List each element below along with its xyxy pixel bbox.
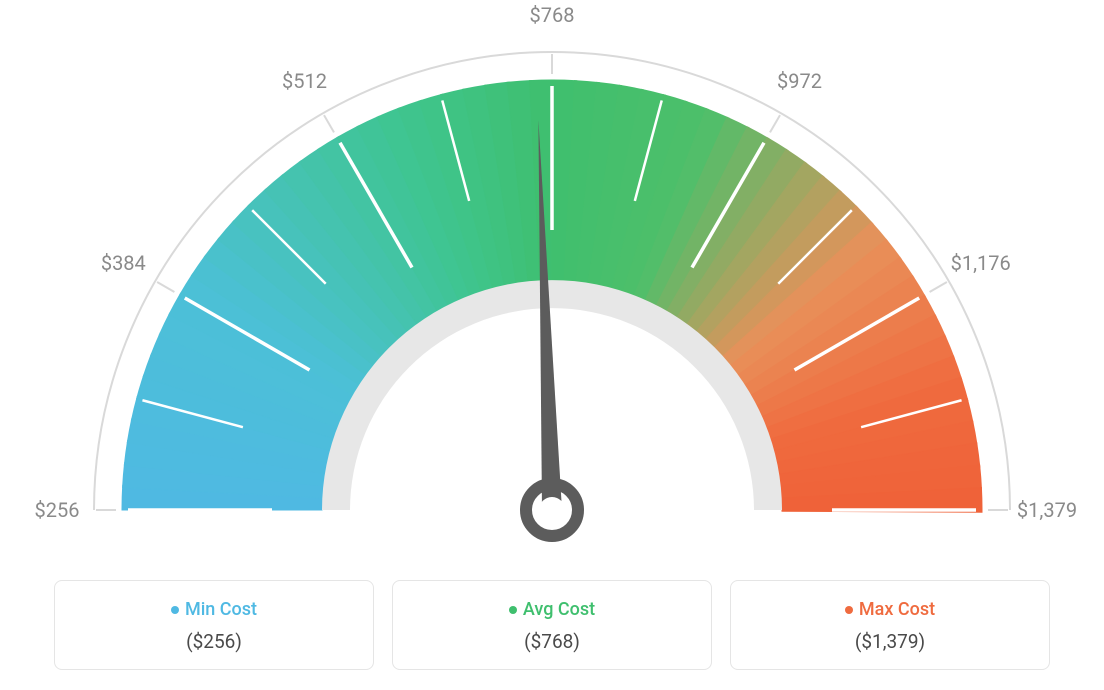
legend-value-max: ($1,379) [743, 630, 1037, 653]
gauge-scale-label: $768 [530, 3, 575, 27]
legend-title-text: Avg Cost [523, 599, 595, 620]
dot-icon [171, 606, 179, 614]
dot-icon [845, 606, 853, 614]
legend-title-text: Max Cost [859, 599, 935, 620]
legend-row: Min Cost ($256) Avg Cost ($768) Max Cost… [0, 580, 1104, 671]
dot-icon [509, 606, 517, 614]
legend-value-avg: ($768) [405, 630, 699, 653]
gauge-scale-label: $512 [282, 69, 327, 93]
gauge-scale-label: $972 [777, 69, 822, 93]
legend-card-max: Max Cost ($1,379) [730, 580, 1050, 671]
legend-title-text: Min Cost [185, 599, 257, 620]
legend-title-max: Max Cost [845, 599, 935, 620]
cost-gauge: $256 $384 $512 $768 $972 $1,176 $1,379 [0, 0, 1104, 560]
legend-value-min: ($256) [67, 630, 361, 653]
legend-title-avg: Avg Cost [509, 599, 595, 620]
gauge-scale-label: $256 [35, 498, 80, 522]
gauge-scale-label: $1,379 [1017, 498, 1077, 522]
legend-card-avg: Avg Cost ($768) [392, 580, 712, 671]
legend-card-min: Min Cost ($256) [54, 580, 374, 671]
gauge-svg [0, 0, 1104, 560]
gauge-scale-label: $1,176 [951, 251, 1011, 275]
gauge-scale-label: $384 [101, 251, 146, 275]
legend-title-min: Min Cost [171, 599, 257, 620]
